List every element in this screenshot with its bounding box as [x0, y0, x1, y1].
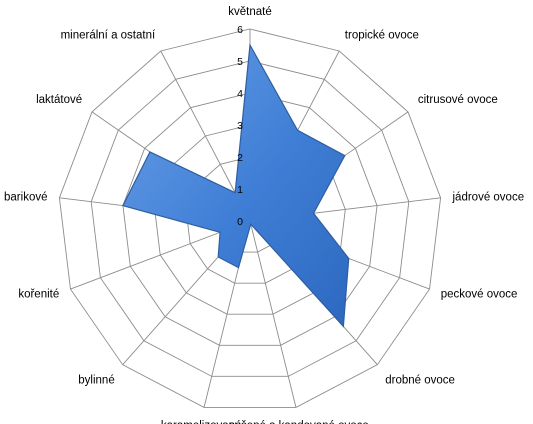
tick-label-4: 4 — [237, 88, 243, 100]
category-label-10: barikové — [4, 191, 47, 203]
grid-ring-4 — [122, 92, 378, 346]
tick-label-5: 5 — [237, 56, 243, 68]
category-label-8: bylinné — [78, 375, 114, 387]
series-area-0 — [122, 43, 350, 328]
grid-ring-6 — [58, 28, 442, 408]
tick-label-3: 3 — [237, 120, 243, 132]
category-label-2: citrusové ovoce — [418, 94, 498, 106]
category-label-11: laktátové — [36, 94, 82, 106]
tick-label-0: 0 — [237, 216, 243, 228]
category-label-3: jádrové ovoce — [452, 191, 525, 203]
category-label-6: sušené a kandované ovoce — [229, 420, 369, 424]
tick-label-2: 2 — [237, 152, 243, 164]
spoke-6 — [249, 220, 297, 408]
series-layer — [122, 43, 350, 328]
category-label-5: drobné ovoce — [385, 375, 455, 387]
category-label-0: květnaté — [228, 6, 271, 18]
category-labels: květnaté tropické ovoce citrusové ovoce jád… — [4, 6, 524, 424]
category-label-9: kořenité — [18, 288, 59, 300]
category-label-1: tropické ovoce — [345, 29, 419, 41]
category-label-12: minerální a ostatní — [61, 29, 156, 41]
grid-ring-5 — [90, 60, 410, 377]
tick-label-1: 1 — [237, 184, 243, 196]
tick-label-6: 6 — [237, 24, 243, 36]
radial-axis-ticks: 0 1 2 3 4 5 6 — [237, 24, 243, 228]
category-label-7: karamelizované — [161, 420, 242, 424]
category-label-4: peckové ovoce — [441, 288, 518, 300]
